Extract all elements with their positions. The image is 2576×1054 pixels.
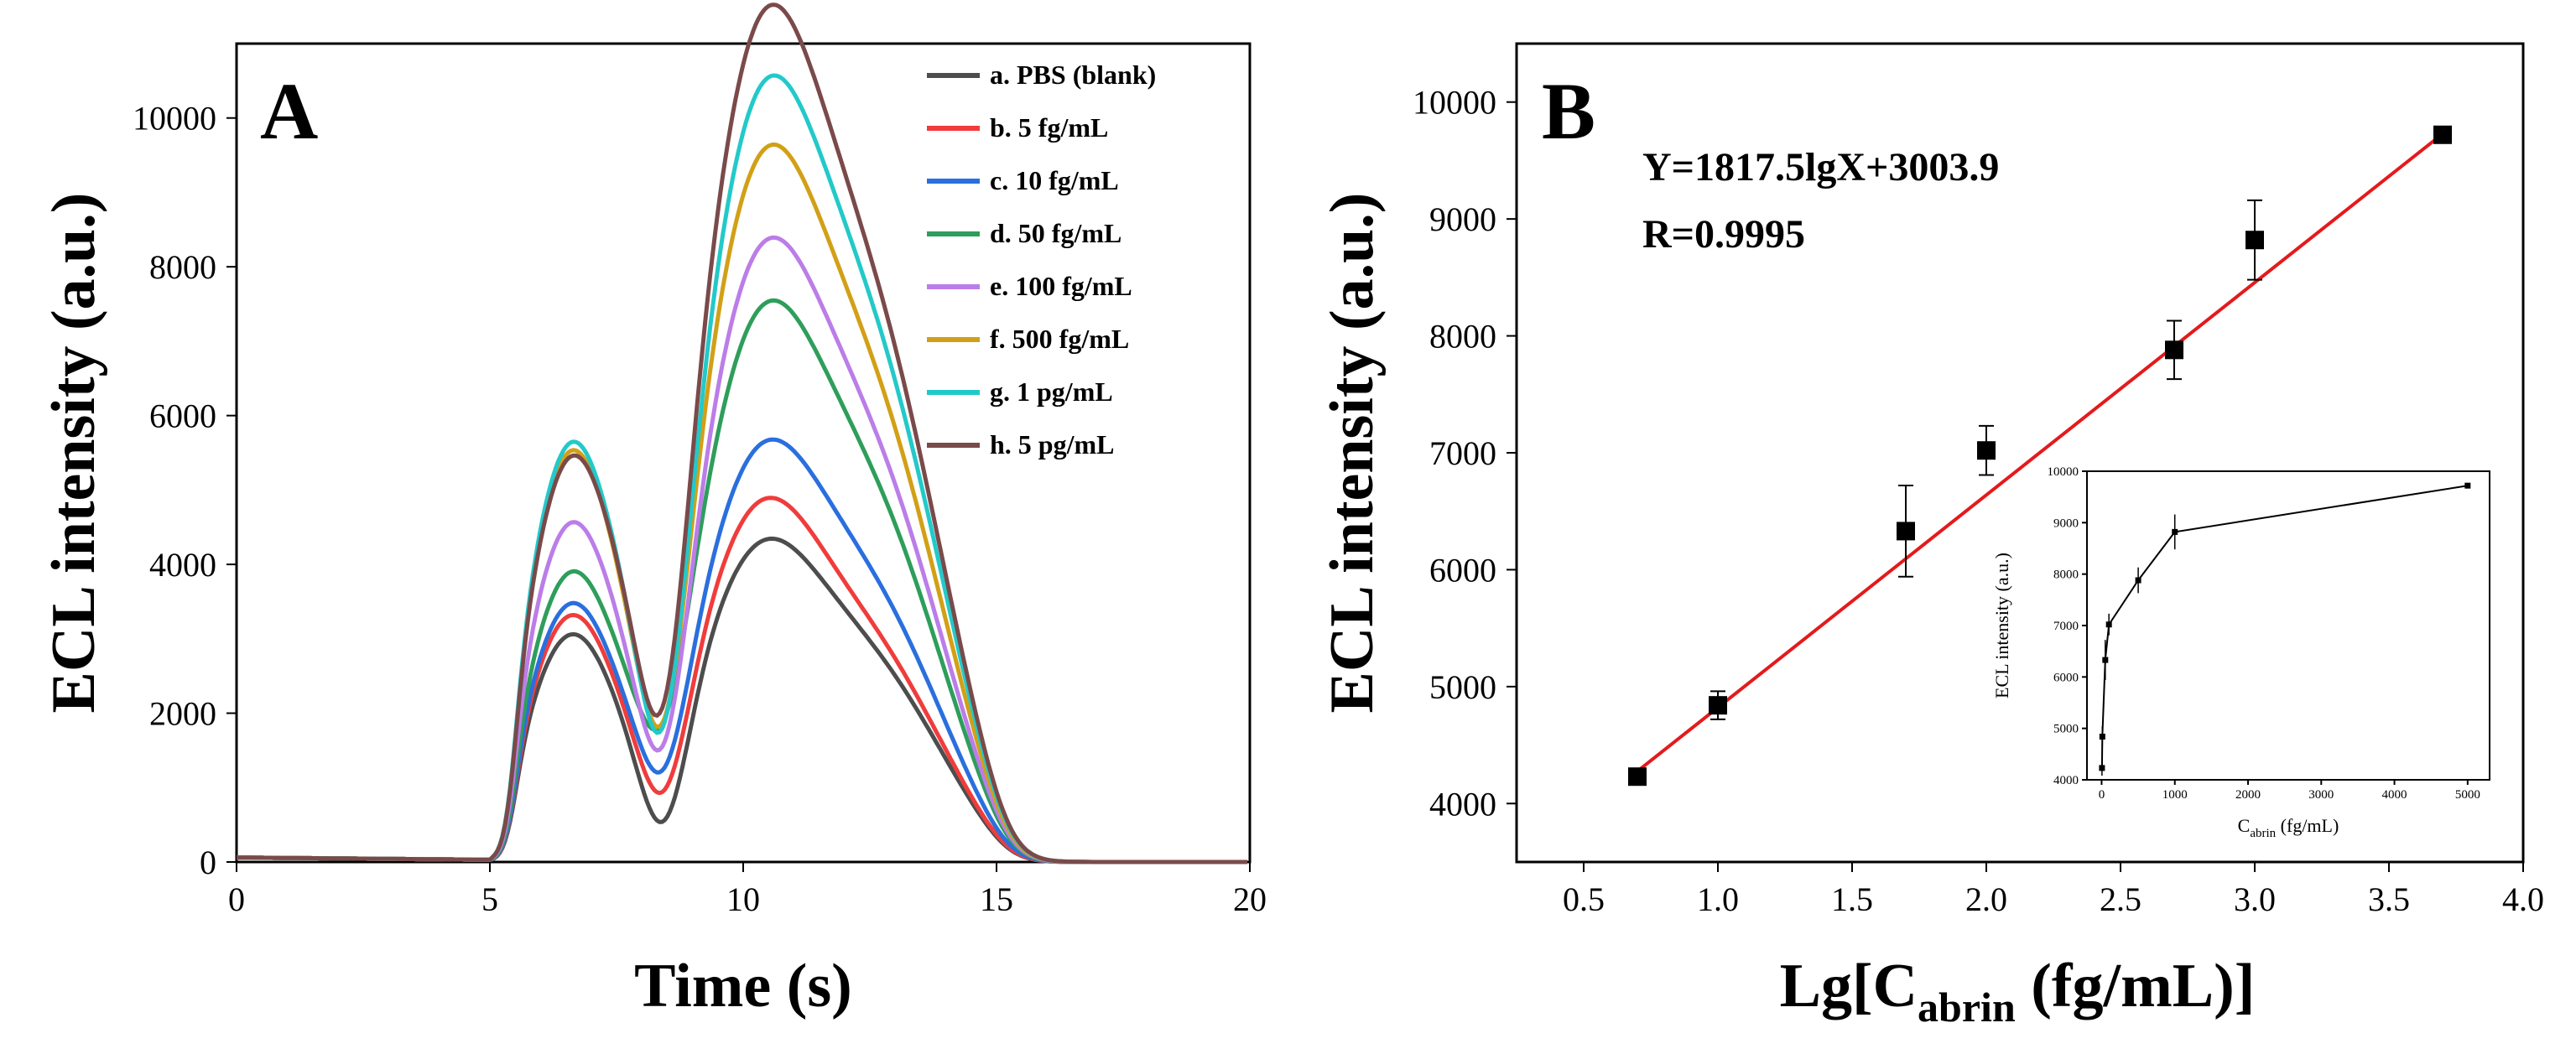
data-point: [1897, 522, 1915, 541]
y-tick-label: 5000: [2053, 723, 2079, 736]
inset-x-ticks: 0 1000 2000 3000 4000 5000: [2099, 780, 2480, 802]
y-tick-label: 7000: [2053, 620, 2079, 633]
x-tick-label: 3000: [2308, 788, 2334, 802]
y-tick-label: 10000: [2048, 465, 2079, 479]
ecl-curve-h: [237, 3, 1247, 864]
y-tick-label: 10000: [133, 100, 216, 138]
panel-a-curves: [237, 3, 1247, 864]
inset-point: [2105, 621, 2112, 628]
y-tick-label: 8000: [2053, 569, 2079, 582]
y-tick-label: 9000: [2053, 517, 2079, 530]
y-tick-label: 6000: [1429, 551, 1496, 589]
legend-label: b. 5 fg/mL: [990, 112, 1108, 143]
y-tick-label: 9000: [1429, 200, 1496, 238]
x-tick-label: 1000: [2162, 788, 2188, 802]
panel-b-fit: [1636, 132, 2444, 773]
panel-a-x-axis-title: Time (s): [634, 952, 852, 1020]
ecl-curve-b: [237, 496, 1247, 864]
panel-a-label: A: [260, 66, 318, 156]
x-tick-label: 4.0: [2502, 880, 2544, 918]
x-tick-label: 2000: [2235, 788, 2261, 802]
data-point: [2165, 340, 2183, 360]
inset-frame: [2086, 470, 2490, 781]
y-tick-label: 4000: [2053, 774, 2079, 787]
panel-b-x-axis-title: Lg[Cabrin (fg/mL)]: [1780, 952, 2256, 1031]
data-point: [1977, 441, 1996, 460]
ecl-curve-c: [237, 437, 1247, 864]
x-tick-label: 3.0: [2234, 880, 2276, 918]
x-tick-label: 5: [481, 880, 498, 918]
inset-point: [2102, 657, 2109, 663]
x-tick-label: 2.0: [1965, 880, 2007, 918]
x-tick-label: 2.5: [2100, 880, 2141, 918]
inset-chart: 4000 5000 6000 7000 8000 9000 10000 0 1000 2000 3…: [1991, 465, 2490, 840]
legend-label: a. PBS (blank): [990, 60, 1156, 90]
panel-a-y-axis-title: ECL intensity (a.u.): [39, 193, 108, 714]
x-tick-label: 15: [980, 880, 1013, 918]
data-point: [2433, 125, 2452, 144]
x-tick-label: 4000: [2382, 788, 2407, 802]
x-tick-label: 5000: [2455, 788, 2480, 802]
inset-point: [2135, 577, 2141, 584]
panel-b-points: [1628, 125, 2452, 787]
legend-label: d. 50 fg/mL: [990, 218, 1121, 248]
data-point: [1709, 696, 1727, 715]
x-tick-label: 0.5: [1563, 880, 1605, 918]
inset-x-title-main: C: [2238, 815, 2251, 836]
y-tick-label: 5000: [1429, 668, 1496, 706]
data-point: [2246, 231, 2264, 250]
legend-label: f. 500 fg/mL: [990, 324, 1129, 354]
y-tick-label: 2000: [149, 695, 216, 733]
x-tick-label: 3.5: [2368, 880, 2410, 918]
x-tick-label: 0: [2099, 788, 2105, 802]
legend-label: g. 1 pg/mL: [990, 376, 1113, 407]
panel-b-x-ticks: 0.5 1.0 1.5 2.0 2.5 3.0 3.5 4.0: [1563, 862, 2544, 918]
x-tick-label: 20: [1233, 880, 1267, 918]
data-point: [1628, 767, 1647, 787]
inset-line: [2099, 482, 2471, 776]
y-tick-label: 4000: [1429, 785, 1496, 823]
panel-b-label: B: [1542, 66, 1595, 156]
inset-x-title-unit: (fg/mL): [2276, 815, 2339, 836]
y-tick-label: 10000: [1413, 84, 1496, 122]
y-tick-label: 7000: [1429, 434, 1496, 472]
correlation-coefficient: R=0.9995: [1642, 212, 1805, 257]
legend-label: e. 100 fg/mL: [990, 271, 1132, 301]
panel-a-x-ticks: 0 5 10 15 20: [228, 862, 1267, 918]
y-tick-label: 8000: [1429, 318, 1496, 356]
inset-point: [2099, 765, 2105, 771]
regression-equation: Y=1817.5lgX+3003.9: [1642, 145, 1999, 190]
panel-b-y-axis-title: ECL intensity (a.u.): [1318, 193, 1387, 714]
ecl-curve-a: [237, 536, 1247, 864]
ecl-curve-f: [237, 142, 1247, 864]
y-tick-label: 6000: [149, 397, 216, 435]
fit-line: [1636, 132, 2444, 773]
inset-point: [2099, 733, 2105, 740]
x-tick-label: 1.5: [1831, 880, 1873, 918]
x-tick-label: 0: [228, 880, 245, 918]
x-tick-label: 10: [726, 880, 760, 918]
legend-label: h. 5 pg/mL: [990, 429, 1114, 460]
y-tick-label: 4000: [149, 546, 216, 584]
panel-a: 0 2000 4000 6000 8000 10000 0 5 10 15 20 a. PBS (…: [39, 3, 1267, 1020]
inset-y-axis-title: ECL intensity (a.u.): [1991, 553, 2012, 698]
legend-label: c. 10 fg/mL: [990, 165, 1119, 195]
y-tick-label: 0: [200, 844, 216, 881]
panel-b-y-ticks: 4000 5000 6000 7000 8000 9000 10000: [1413, 84, 1517, 823]
panel-a-y-ticks: 0 2000 4000 6000 8000 10000: [133, 100, 237, 881]
panel-b-x-title-main: Lg[C: [1780, 952, 1918, 1020]
y-tick-label: 6000: [2053, 671, 2079, 684]
inset-point: [2172, 528, 2178, 535]
inset-x-axis-title: Cabrin (fg/mL): [2238, 815, 2339, 840]
inset-x-title-sub: abrin: [2250, 827, 2276, 840]
panel-b-x-title-unit: (fg/mL)]: [2016, 952, 2256, 1020]
panel-b-x-title-sub: abrin: [1918, 984, 2016, 1031]
y-tick-label: 8000: [149, 248, 216, 286]
inset-y-ticks: 4000 5000 6000 7000 8000 9000 10000: [2048, 465, 2087, 787]
panel-a-legend: a. PBS (blank) b. 5 fg/mL c. 10 fg/mL d. 50…: [927, 60, 1156, 460]
x-tick-label: 1.0: [1697, 880, 1739, 918]
inset-point: [2464, 482, 2471, 489]
